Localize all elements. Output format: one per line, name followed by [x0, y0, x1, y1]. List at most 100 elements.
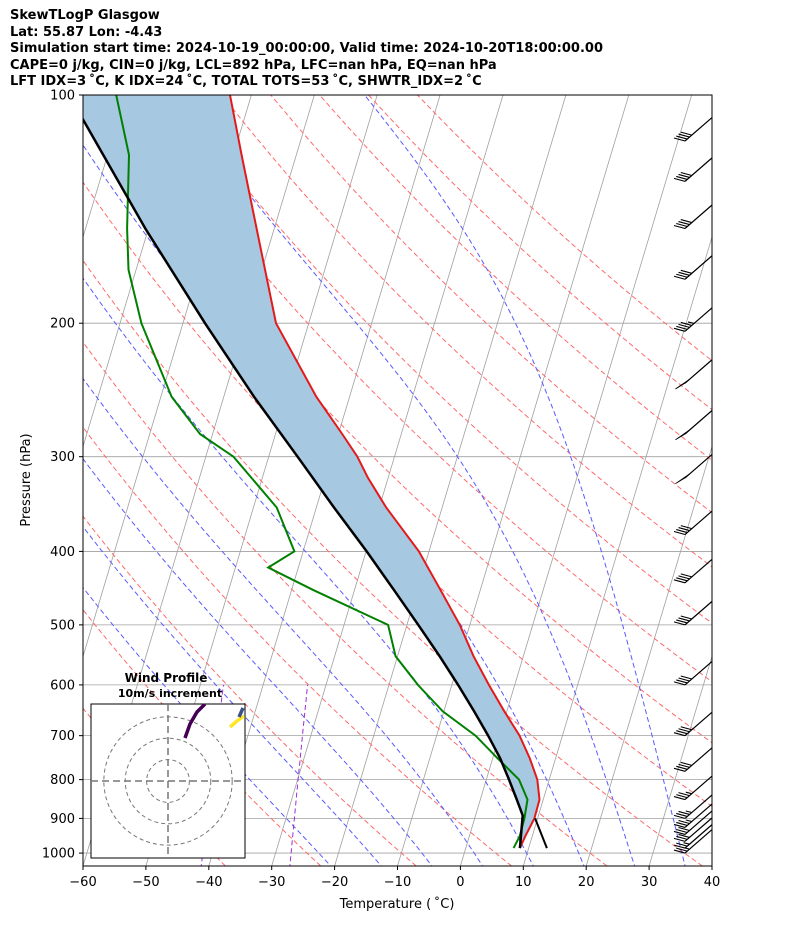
inset-title: Wind Profile [125, 671, 208, 685]
dry-adiabat-line [417, 95, 712, 362]
wind-barb-feather [678, 527, 690, 532]
wind-barb [673, 204, 713, 230]
axis-layer: −60 −50 −40 −30 −20 −10 0 10 20 30 40 100 200 300 400 5… [42, 89, 720, 891]
wind-barb-feather [676, 619, 688, 624]
wind-barb-feather [678, 810, 690, 815]
wind-barb-shaft [684, 359, 713, 384]
dry-adiabat-line [83, 515, 417, 866]
wind-barb-feather [678, 323, 690, 328]
wind-barb [673, 794, 713, 819]
y-tick-label: 300 [50, 450, 75, 465]
dry-adiabat-line [368, 95, 712, 411]
wind-barb-flag [675, 429, 690, 441]
dry-adiabat-line [83, 426, 512, 866]
y-tick-label: 700 [50, 729, 75, 744]
wind-barb-feather [673, 830, 686, 835]
y-tick-label: 900 [50, 812, 75, 827]
isotherm-line [522, 235, 712, 866]
wind-barb-feather [678, 221, 690, 226]
wind-barb [673, 810, 713, 835]
wind-barb-feather [678, 728, 690, 733]
y-tick-label: 600 [50, 678, 75, 693]
dry-adiabat-line [123, 95, 712, 683]
wind-barb-feather [673, 137, 686, 142]
indices-line: LFT IDX=3 ˚C, K IDX=24 ˚C, TOTAL TOTS=53… [10, 74, 482, 90]
x-tick-label: −10 [384, 875, 411, 890]
inset-rings [91, 704, 245, 858]
wind-barb [673, 775, 713, 801]
dry-adiabat-line [270, 95, 712, 514]
wind-barb-shaft [684, 558, 713, 584]
wind-barb [675, 453, 713, 485]
wind-barb-shaft [684, 803, 713, 828]
wind-barb-feather [673, 177, 686, 182]
isotherm-line [585, 445, 712, 866]
wind-barb-feather [678, 833, 690, 838]
wind-barb-feather [673, 530, 686, 536]
y-tick-label: 500 [50, 618, 75, 633]
surface-parcel-line [534, 818, 548, 849]
inset-subtitle: 10m/s increment [118, 687, 222, 700]
y-tick-label: 800 [50, 773, 75, 788]
wind-barb-feather [673, 621, 686, 626]
wind-barb [673, 307, 713, 332]
wind-barb-half-feather [685, 810, 692, 814]
wind-barb-feather [680, 573, 692, 578]
wind-barb-feather [680, 525, 692, 530]
profile-layer [83, 95, 548, 849]
wind-barb-feather [676, 325, 688, 330]
wind-barb-feather [673, 579, 686, 584]
y-tick-label: 100 [50, 89, 75, 104]
mixing-ratio-line [289, 684, 309, 866]
background-lines [83, 95, 712, 866]
wind-barb-shaft [684, 660, 713, 686]
wind-barb-half-feather [687, 321, 695, 324]
wind-barb-feather [673, 823, 686, 828]
x-tick-label: −30 [258, 875, 285, 890]
wind-barb-feather [678, 271, 690, 276]
x-tick-label: −60 [69, 875, 96, 890]
wind-barb [673, 510, 713, 536]
x-tick-label: 10 [515, 875, 532, 890]
y-axis-label: Pressure (hPa) [19, 433, 34, 526]
isotherm-line [334, 95, 567, 866]
wind-barb [675, 409, 713, 441]
wind-barb-half-feather [683, 842, 690, 845]
wind-barb-feather [680, 219, 692, 224]
wind-barb-feather [673, 681, 686, 686]
wind-barb-feather [673, 327, 686, 332]
moist-adiabat-line [83, 277, 534, 866]
wind-barb-feather [678, 617, 690, 622]
dewpoint-line [115, 95, 529, 849]
wind-barb-feather [676, 730, 688, 735]
wind-barb-feather [678, 677, 690, 682]
wind-barb-feather [676, 821, 688, 826]
hodograph-trace-mid [237, 707, 245, 718]
wind-barb-feather [676, 135, 688, 140]
dry-adiabat-line [83, 609, 322, 866]
wind-barb-flag [675, 473, 690, 485]
x-tick-label: 40 [704, 875, 721, 890]
wind-barb [673, 157, 713, 182]
wind-barb-feather [676, 679, 688, 684]
moist-adiabat-line [364, 95, 686, 866]
dry-adiabat-line [221, 95, 712, 568]
wind-barb-feather [676, 794, 688, 799]
temperature-line [229, 95, 541, 849]
wind-profile-inset: Wind Profile 10m/s increment [90, 671, 246, 859]
wind-barb-feather [678, 763, 690, 768]
isotherm-line [83, 95, 126, 239]
dry-adiabat-line [83, 181, 712, 807]
wind-barb-feather [678, 173, 690, 178]
x-tick-label: −40 [195, 875, 222, 890]
wind-barb-feather [673, 849, 686, 854]
moist-adiabat-line [83, 586, 332, 866]
wind-barb-feather [673, 844, 686, 849]
wind-barb-feather [673, 767, 686, 772]
wind-barb-feather [678, 826, 690, 832]
x-tick-label: 30 [641, 875, 658, 890]
wind-barb-feather [678, 133, 690, 138]
wind-barb-feather [678, 819, 690, 825]
wind-barb-feather [678, 575, 690, 580]
